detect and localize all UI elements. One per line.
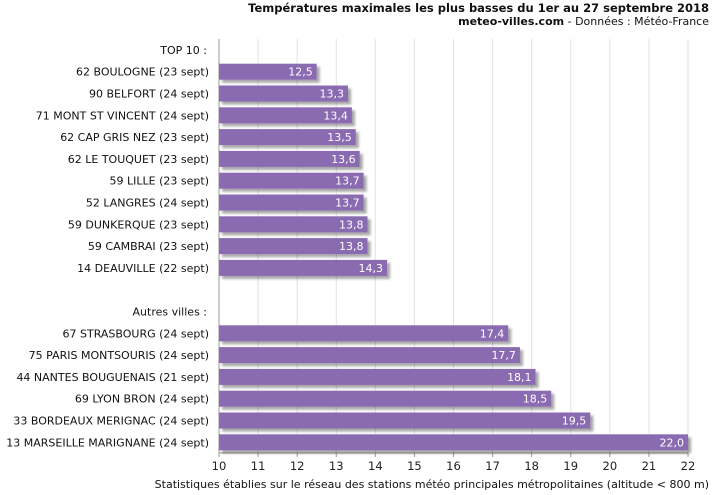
category-label: 13 MARSEILLE MARIGNANE (24 sept) <box>6 436 209 449</box>
category-label: 14 DEAUVILLE (22 sept) <box>77 262 209 275</box>
chart-subtitle: meteo-villes.com - Données : Météo-Franc… <box>458 15 709 28</box>
bar-value-label: 13,5 <box>327 131 352 144</box>
x-tick-label: 13 <box>329 459 344 473</box>
x-tick-label: 20 <box>603 459 618 473</box>
site-name[interactable]: meteo-villes.com <box>458 15 565 28</box>
bar-value-label: 13,6 <box>331 153 356 166</box>
category-label: 52 LANGRES (24 sept) <box>86 197 209 210</box>
category-label: 69 LYON BRON (24 sept) <box>75 393 209 406</box>
category-label: 75 PARIS MONTSOURIS (24 sept) <box>29 349 209 362</box>
category-label: 59 DUNKERQUE (23 sept) <box>68 218 209 231</box>
bar-value-label: 12,5 <box>288 66 313 79</box>
chart-footnote: Statistiques établies sur le réseau des … <box>154 478 709 491</box>
x-tick-label: 15 <box>407 459 422 473</box>
bar-value-label: 13,7 <box>335 175 360 188</box>
x-tick-label: 22 <box>681 459 696 473</box>
x-tick-label: 18 <box>524 459 539 473</box>
bar[interactable] <box>219 325 509 342</box>
category-label: 44 NANTES BOUGUENAIS (21 sept) <box>16 371 209 384</box>
group-heading: Autres villes : <box>133 306 207 319</box>
category-label: 67 STRASBOURG (24 sept) <box>63 327 210 340</box>
bar-value-label: 13,3 <box>319 88 344 101</box>
bar-value-label: 13,8 <box>339 240 364 253</box>
bar-value-label: 18,5 <box>523 393 548 406</box>
x-tick-label: 21 <box>642 459 657 473</box>
bar-value-label: 13,7 <box>335 197 360 210</box>
x-tick-label: 12 <box>290 459 305 473</box>
category-label: 62 CAP GRIS NEZ (23 sept) <box>60 131 209 144</box>
bar-value-label: 18,1 <box>507 371 532 384</box>
category-label: 62 LE TOUQUET (23 sept) <box>68 153 209 166</box>
bar[interactable] <box>219 85 348 102</box>
bar[interactable] <box>219 216 368 233</box>
bar[interactable] <box>219 347 520 364</box>
chart-title: Températures maximales les plus basses d… <box>248 1 709 15</box>
x-tick-label: 17 <box>485 459 500 473</box>
x-tick-label: 14 <box>368 459 383 473</box>
bar-value-label: 13,4 <box>323 109 348 122</box>
bar[interactable] <box>219 238 368 255</box>
bar-value-label: 13,8 <box>339 218 364 231</box>
bar-value-label: 22,0 <box>660 436 685 449</box>
bar[interactable] <box>219 129 356 146</box>
bar[interactable] <box>219 390 552 407</box>
x-tick-label: 11 <box>251 459 266 473</box>
bar[interactable] <box>219 63 317 80</box>
bar-value-label: 17,7 <box>491 349 516 362</box>
bar-value-label: 17,4 <box>480 327 505 340</box>
bar[interactable] <box>219 368 536 385</box>
bar[interactable] <box>219 412 591 429</box>
bar[interactable] <box>219 107 352 124</box>
bar[interactable] <box>219 172 364 189</box>
category-label: 62 BOULOGNE (23 sept) <box>76 66 209 79</box>
bar[interactable] <box>219 194 364 211</box>
bar[interactable] <box>219 150 360 167</box>
category-label: 90 BELFORT (24 sept) <box>89 88 209 101</box>
bar[interactable] <box>219 434 688 451</box>
bar[interactable] <box>219 259 388 276</box>
bar-value-label: 19,5 <box>562 415 587 428</box>
category-label: 33 BORDEAUX MERIGNAC (24 sept) <box>13 415 209 428</box>
x-tick-label: 19 <box>563 459 578 473</box>
category-label: 71 MONT ST VINCENT (24 sept) <box>36 109 209 122</box>
x-tick-label: 10 <box>212 459 227 473</box>
group-heading: TOP 10 : <box>159 44 207 57</box>
data-source: - Données : Météo-France <box>564 15 709 28</box>
category-label: 59 LILLE (23 sept) <box>110 175 209 188</box>
x-tick-label: 16 <box>446 459 461 473</box>
category-label: 59 CAMBRAI (23 sept) <box>88 240 209 253</box>
bar-value-label: 14,3 <box>359 262 384 275</box>
